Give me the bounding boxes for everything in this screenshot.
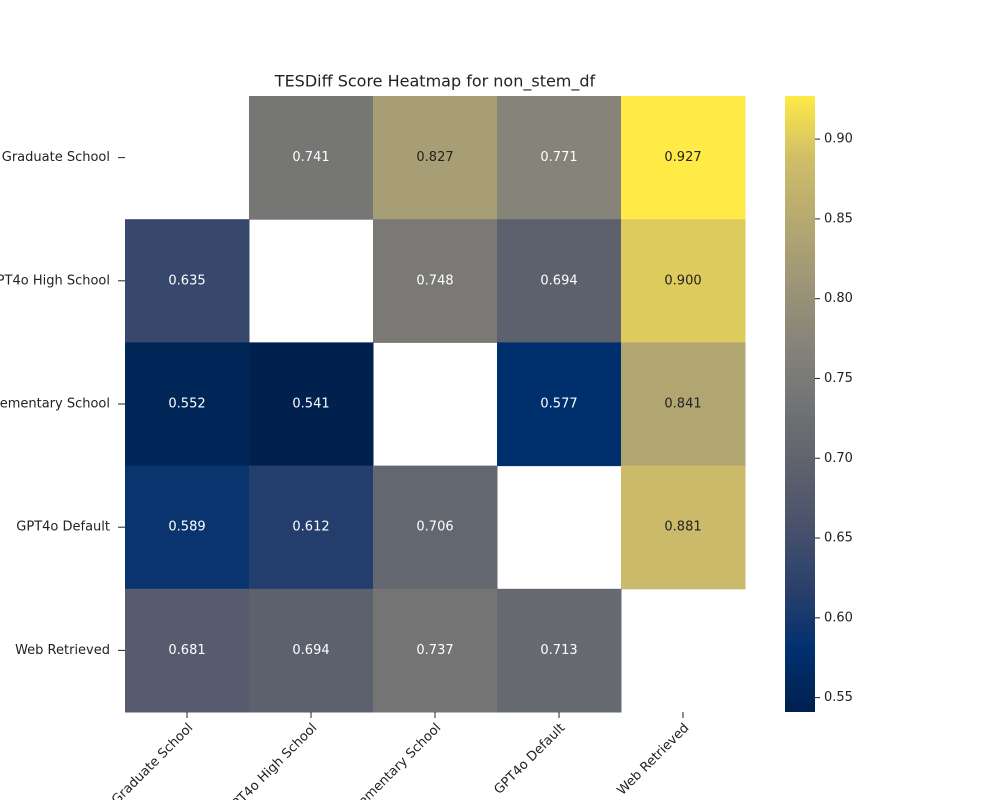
heatmap-cell: [249, 588, 374, 713]
cell-label: 0.900: [664, 273, 701, 288]
colorbar-tick-label: 0.90: [824, 132, 853, 147]
heatmap-cell: [125, 219, 250, 343]
heatmap-cell: [125, 465, 250, 590]
x-tick-label: GPT4o Graduate School: [76, 721, 196, 800]
heatmap-cell: [249, 96, 374, 220]
colorbar: [785, 96, 815, 712]
cell-label: 0.927: [664, 150, 701, 165]
cell-label: 0.612: [292, 520, 329, 535]
cell-label: 0.635: [168, 273, 205, 288]
cell-label: 0.771: [540, 150, 577, 165]
x-tick-label: GPT4o Default: [491, 721, 568, 798]
cell-label: 0.748: [416, 273, 453, 288]
heatmap-cell: [125, 588, 250, 713]
heatmap-cell: [373, 465, 498, 590]
y-tick-label: GPT4o Default: [16, 520, 110, 535]
y-tick-label: GPT4o High School: [0, 273, 110, 288]
heatmap-cell: [621, 96, 746, 220]
cell-label: 0.841: [664, 397, 701, 412]
cell-label: 0.737: [416, 643, 453, 658]
heatmap-cell: [373, 96, 498, 220]
heatmap-cell: [621, 342, 746, 467]
heatmap-cell: [621, 465, 746, 590]
chart-title: TESDiff Score Heatmap for non_stem_df: [274, 72, 596, 92]
heatmap-cell: [249, 342, 374, 467]
heatmap-cell: [497, 219, 622, 343]
heatmap-cell: [497, 588, 622, 713]
y-tick-label: GPT4o Elementary School: [0, 397, 110, 412]
x-tick-label: GPT4o High School: [222, 721, 320, 800]
cell-label: 0.552: [168, 397, 205, 412]
cell-label: 0.827: [416, 150, 453, 165]
cell-label: 0.589: [168, 520, 205, 535]
colorbar-tick-label: 0.55: [824, 690, 853, 705]
colorbar-tick-label: 0.75: [824, 371, 853, 386]
heatmap-cell: [125, 342, 250, 467]
colorbar-tick-label: 0.65: [824, 531, 853, 546]
cell-label: 0.713: [540, 643, 577, 658]
cell-label: 0.741: [292, 150, 329, 165]
heatmap-cell: [373, 588, 498, 713]
colorbar-tick-label: 0.85: [824, 211, 853, 226]
heatmap-cell: [621, 219, 746, 343]
heatmap-cell: [249, 465, 374, 590]
cell-label: 0.881: [664, 520, 701, 535]
y-tick-label: GPT4o Graduate School: [0, 150, 110, 165]
colorbar-tick-label: 0.80: [824, 291, 853, 306]
heatmap-cell: [373, 219, 498, 343]
heatmap-cell: [497, 96, 622, 220]
y-tick-label: Web Retrieved: [15, 643, 110, 658]
x-tick-label: GPT4o Elementary School: [315, 721, 445, 800]
cell-label: 0.541: [292, 397, 329, 412]
heatmap-cell: [497, 342, 622, 467]
cell-label: 0.577: [540, 397, 577, 412]
cell-label: 0.706: [416, 520, 453, 535]
colorbar-tick-label: 0.70: [824, 451, 853, 466]
cell-label: 0.694: [540, 273, 577, 288]
cell-label: 0.694: [292, 643, 329, 658]
cell-label: 0.681: [168, 643, 205, 658]
x-tick-label: Web Retrieved: [615, 721, 693, 799]
colorbar-tick-label: 0.60: [824, 610, 853, 625]
